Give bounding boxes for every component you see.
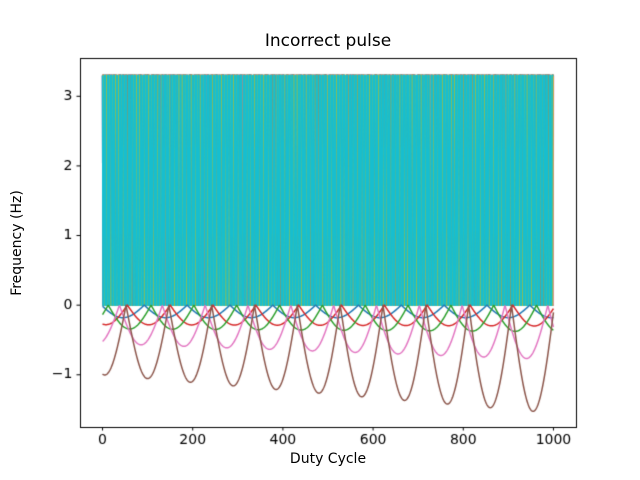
- x-axis-label: Duty Cycle: [289, 451, 367, 467]
- y-axis-label: Frequency (Hz): [9, 190, 25, 296]
- chart-title: Incorrect pulse: [264, 31, 392, 51]
